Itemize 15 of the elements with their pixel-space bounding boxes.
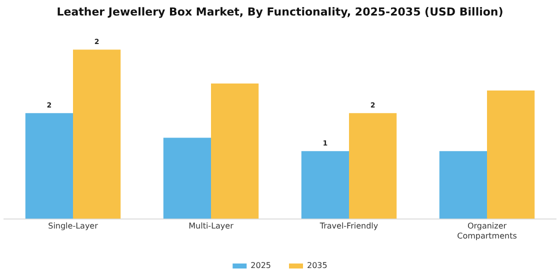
x-tick-label: Organizer Compartments [457, 222, 517, 240]
bar [439, 151, 487, 219]
bar [487, 90, 535, 219]
bar [25, 113, 73, 219]
chart-title: Leather Jewellery Box Market, By Functionality, 2025-2035 (USD Billion) [56, 5, 504, 18]
bar [163, 138, 211, 219]
x-tick-label: Multi-Layer [188, 222, 234, 231]
bar [349, 113, 397, 219]
x-tick-label: Travel-Friendly [318, 222, 378, 231]
bar [73, 50, 121, 219]
legend-label: 2035 [307, 261, 328, 270]
bar [301, 151, 349, 219]
bar [211, 83, 259, 219]
x-tick-label: Single-Layer [48, 222, 99, 231]
legend-label: 2025 [250, 261, 271, 270]
